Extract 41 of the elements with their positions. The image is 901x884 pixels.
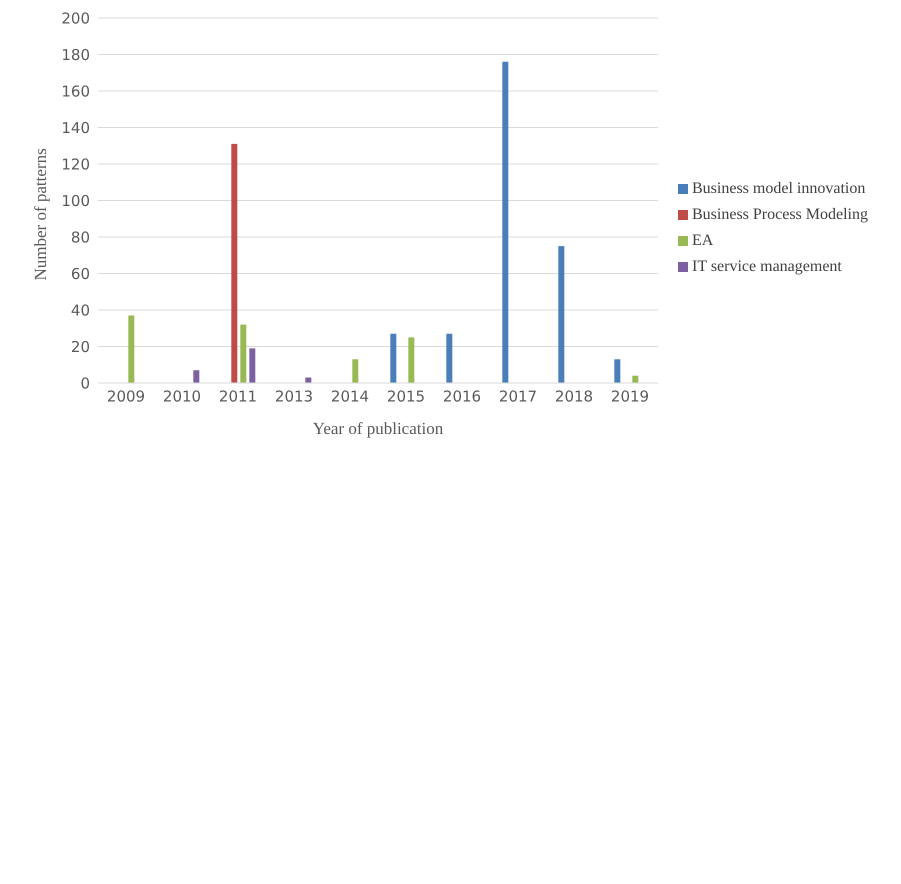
bar bbox=[305, 378, 312, 383]
x-tick-label: 2019 bbox=[610, 388, 650, 406]
bar bbox=[558, 246, 564, 383]
x-tick-label: 2009 bbox=[106, 388, 146, 406]
x-tick-label: 2017 bbox=[498, 388, 538, 406]
bar bbox=[231, 144, 238, 383]
bar bbox=[446, 334, 452, 383]
y-tick-label: 60 bbox=[70, 264, 90, 283]
y-tick-label: 80 bbox=[70, 228, 90, 246]
x-axis-title: Year of publication bbox=[312, 419, 444, 438]
bar bbox=[390, 334, 396, 383]
x-tick-label: 2013 bbox=[274, 388, 314, 406]
y-tick-label: 180 bbox=[61, 46, 90, 64]
bar bbox=[502, 62, 508, 383]
legend-label: Business Process Modeling bbox=[692, 206, 868, 223]
legend-label: Business model innovation bbox=[692, 180, 866, 197]
legend-label: IT service management bbox=[692, 258, 842, 275]
y-tick-label: 120 bbox=[61, 155, 90, 174]
x-tick-label: 2015 bbox=[386, 388, 426, 406]
y-tick-label: 200 bbox=[61, 9, 90, 28]
bar bbox=[249, 348, 256, 383]
bar bbox=[240, 324, 246, 383]
x-tick-label: 2014 bbox=[330, 388, 370, 406]
x-tick-label: 2018 bbox=[554, 388, 594, 406]
x-tick-label: 2011 bbox=[218, 388, 258, 406]
bar bbox=[193, 370, 200, 383]
bar bbox=[614, 359, 620, 383]
y-tick-label: 100 bbox=[61, 192, 90, 210]
y-tick-label: 160 bbox=[61, 82, 90, 100]
bar bbox=[632, 376, 638, 383]
x-tick-label: 2016 bbox=[442, 388, 482, 406]
y-tick-label: 140 bbox=[61, 118, 90, 137]
y-tick-label: 0 bbox=[80, 374, 90, 392]
y-tick-label: 40 bbox=[70, 301, 90, 320]
legend-label: EA bbox=[692, 232, 714, 249]
y-tick-label: 20 bbox=[70, 338, 90, 356]
bar bbox=[128, 315, 134, 383]
y-axis-title: Number of patterns bbox=[31, 148, 50, 280]
bar bbox=[408, 337, 414, 383]
bar bbox=[352, 359, 358, 383]
x-tick-label: 2010 bbox=[162, 388, 202, 406]
